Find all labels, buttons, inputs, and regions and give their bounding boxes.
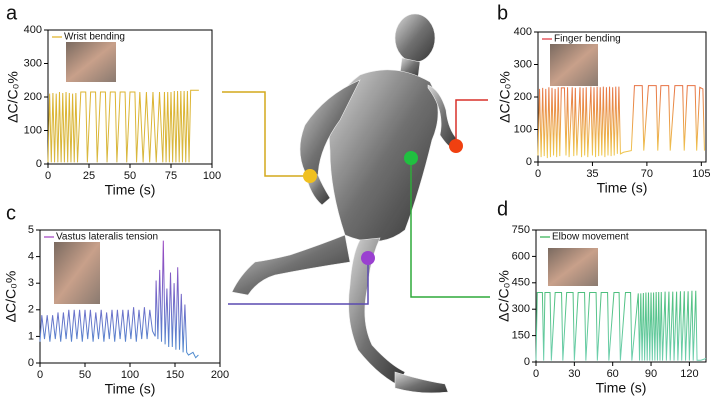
y-axis-label: ΔC/C₀% [5, 71, 21, 123]
y-tick-label: 1 [28, 330, 34, 342]
inset-photo [54, 242, 100, 304]
legend-label: Wrist bending [64, 32, 125, 43]
x-tick-label: 200 [211, 369, 229, 381]
y-tick-label: 750 [512, 224, 530, 236]
y-tick-label: 400 [24, 24, 42, 36]
panel-label: d [497, 198, 508, 220]
y-tick-label: 100 [514, 123, 532, 135]
y-tick-label: 0 [36, 158, 42, 170]
y-tick-label: 0 [526, 156, 532, 168]
x-tick-label: 100 [121, 369, 139, 381]
x-tick-label: 0 [533, 368, 539, 380]
y-tick-label: 150 [512, 330, 530, 342]
y-tick-label: 0 [524, 356, 530, 368]
y-tick-label: 2 [28, 304, 34, 316]
chart: b 0 100 200 300 400 0 35 70 105 Time (s) ΔC/C₀% Fing… [497, 2, 711, 195]
y-tick-label: 400 [514, 26, 532, 38]
data-line [39, 240, 199, 359]
panel-label: b [497, 2, 508, 24]
y-tick-label: 4 [28, 251, 34, 263]
x-tick-label: 50 [79, 369, 91, 381]
x-tick-label: 90 [645, 368, 657, 380]
x-axis-label: Time (s) [596, 380, 647, 396]
sensor-finger [449, 139, 463, 153]
x-tick-label: 75 [165, 170, 177, 182]
x-tick-label: 35 [586, 168, 598, 180]
y-tick-label: 200 [514, 91, 532, 103]
x-tick-label: 60 [607, 368, 619, 380]
y-tick-label: 450 [512, 277, 530, 289]
chart: d 0 150 300 450 600 750 0 30 60 90 120 Time (s) ΔC/C₀… [496, 198, 707, 396]
sensor-wrist [303, 169, 317, 183]
legend-label: Vastus lateralis tension [56, 232, 158, 243]
y-tick-label: 200 [24, 91, 42, 103]
legend-label: Elbow movement [552, 232, 629, 243]
x-tick-label: 0 [45, 170, 51, 182]
sensor-thigh [361, 251, 375, 265]
connectors [222, 91, 490, 305]
y-tick-label: 5 [28, 224, 34, 236]
data-line [535, 290, 707, 361]
y-axis-label: ΔC/C₀% [496, 270, 512, 322]
y-tick-label: 0 [28, 357, 34, 369]
sensor-elbow [404, 151, 418, 165]
y-tick-label: 600 [512, 250, 530, 262]
x-tick-label: 150 [166, 369, 184, 381]
x-axis-label: Time (s) [105, 182, 156, 198]
x-tick-label: 0 [37, 369, 43, 381]
legend-label: Finger bending [554, 34, 621, 45]
y-tick-label: 3 [28, 277, 34, 289]
x-tick-label: 70 [641, 168, 653, 180]
y-tick-label: 300 [512, 303, 530, 315]
panel-label: a [6, 2, 18, 24]
x-axis-label: Time (s) [597, 180, 648, 196]
runner-figure [231, 13, 459, 394]
panel-label: c [6, 202, 16, 224]
inset-photo [550, 44, 598, 86]
x-tick-label: 25 [83, 170, 95, 182]
data-line [47, 89, 199, 163]
y-tick-label: 300 [24, 57, 42, 69]
chart: a 0 100 200 300 400 0 25 50 75 100 Time (s) ΔC/C₀% Wr… [5, 2, 221, 197]
inset-photo [66, 42, 116, 82]
data-line [537, 85, 705, 159]
y-tick-label: 100 [24, 124, 42, 136]
x-tick-label: 50 [124, 170, 136, 182]
x-tick-label: 0 [535, 168, 541, 180]
x-tick-label: 100 [203, 170, 221, 182]
y-tick-label: 300 [514, 58, 532, 70]
x-axis-label: Time (s) [105, 381, 156, 397]
inset-photo [548, 248, 598, 286]
y-axis-label: ΔC/C₀% [3, 271, 19, 323]
x-tick-label: 30 [568, 368, 580, 380]
y-axis-label: ΔC/C₀% [497, 71, 513, 123]
x-tick-label: 105 [692, 168, 710, 180]
x-tick-label: 120 [680, 368, 698, 380]
